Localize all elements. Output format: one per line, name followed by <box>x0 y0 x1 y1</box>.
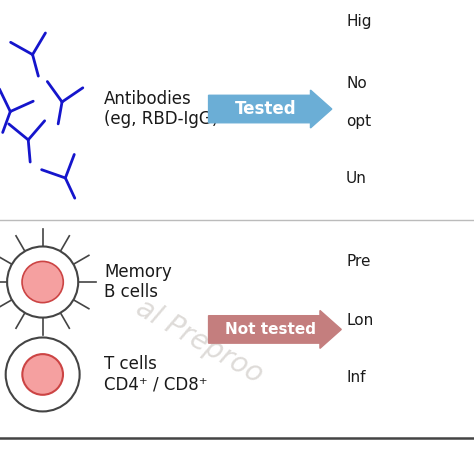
Text: Pre: Pre <box>346 254 371 269</box>
Text: opt: opt <box>346 114 371 129</box>
Text: Not tested: Not tested <box>225 322 316 337</box>
Text: Lon: Lon <box>346 313 373 328</box>
Text: T cells
CD4⁺ / CD8⁺: T cells CD4⁺ / CD8⁺ <box>104 355 208 394</box>
FancyArrow shape <box>209 310 341 348</box>
Text: Hig: Hig <box>346 14 372 29</box>
Circle shape <box>7 246 78 318</box>
Text: Antibodies
(eg, RBD-IgG): Antibodies (eg, RBD-IgG) <box>104 90 219 128</box>
Text: No: No <box>346 76 367 91</box>
Text: Memory
B cells: Memory B cells <box>104 263 172 301</box>
Text: Inf: Inf <box>346 370 365 385</box>
Circle shape <box>22 354 63 395</box>
FancyArrow shape <box>209 90 332 128</box>
Text: Un: Un <box>346 171 367 186</box>
Circle shape <box>22 262 64 303</box>
Circle shape <box>6 337 80 411</box>
Text: Tested: Tested <box>235 100 296 118</box>
Text: al Preproo: al Preproo <box>131 294 267 389</box>
